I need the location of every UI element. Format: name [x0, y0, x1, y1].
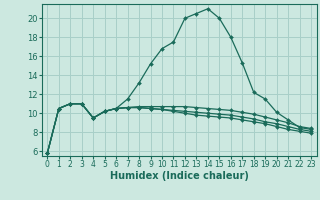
- X-axis label: Humidex (Indice chaleur): Humidex (Indice chaleur): [110, 171, 249, 181]
